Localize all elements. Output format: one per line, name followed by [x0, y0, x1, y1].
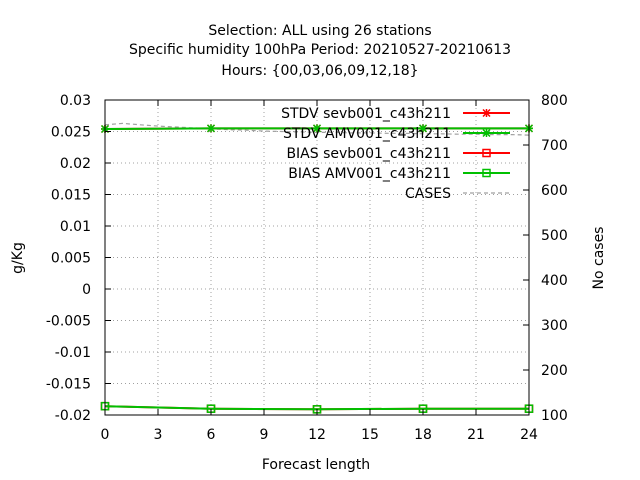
- y-tick-label: 0.005: [51, 251, 91, 267]
- chart-title-line-2: Specific humidity 100hPa Period: 2021052…: [129, 42, 511, 58]
- y-tick-label: 0.03: [60, 93, 91, 109]
- y2-tick-label: 200: [541, 363, 568, 379]
- legend-label: STDV AMV001_c43h211: [283, 126, 451, 142]
- y2-tick-label: 800: [541, 93, 568, 109]
- chart-title: Selection: ALL using 26 stations Specifi…: [129, 23, 511, 79]
- y-tick-label: 0.02: [60, 156, 91, 172]
- y-tick-label: 0.015: [51, 188, 91, 204]
- legend-marker: [482, 128, 491, 138]
- y2-tick-label: 700: [541, 138, 568, 154]
- series-line-cases: [104, 122, 530, 136]
- y-tick-label: -0.02: [55, 408, 91, 424]
- x-tick-label: 21: [467, 427, 485, 443]
- y-tick-label: -0.01: [55, 345, 91, 361]
- y2-tick-label: 300: [541, 318, 568, 334]
- x-tick-label: 9: [260, 427, 269, 443]
- legend-label: STDV sevb001_c43h211: [281, 106, 451, 122]
- x-axis-label: Forecast length: [262, 457, 370, 473]
- chart-title-line-1: Selection: ALL using 26 stations: [208, 23, 431, 39]
- y2-tick-label: 600: [541, 183, 568, 199]
- y2-tick-label: 400: [541, 273, 568, 289]
- legend-label: BIAS AMV001_c43h211: [288, 166, 451, 182]
- x-tick-label: 0: [101, 427, 110, 443]
- y2-tick-label: 100: [541, 408, 568, 424]
- legend-marker: [482, 148, 491, 158]
- y-tick-label: 0.025: [51, 125, 91, 141]
- x-tick-label: 18: [414, 427, 432, 443]
- axis-ticks: 0 3 6 9 12 15 18 21 24 0.03 0.025 0.02 0.015 0.01 0.00…: [46, 93, 568, 443]
- x-tick-label: 3: [154, 427, 163, 443]
- legend-label: BIAS sevb001_c43h211: [286, 146, 451, 162]
- data-point-stdv-amv001-c43h211: [206, 124, 216, 133]
- y-axis-label: g/Kg: [10, 242, 26, 274]
- y-tick-label: 0: [82, 282, 91, 298]
- data-point-stdv-amv001-c43h211: [418, 124, 428, 133]
- y-tick-label: -0.015: [46, 377, 91, 393]
- y2-tick-label: 500: [541, 228, 568, 244]
- x-tick-label: 12: [308, 427, 326, 443]
- series-line-bias-amv001-c43h211: [104, 405, 529, 411]
- legend-label: CASES: [405, 186, 451, 202]
- y-tick-label: 0.01: [60, 219, 91, 235]
- y2-axis-label: No cases: [591, 227, 607, 290]
- y-tick-label: -0.005: [46, 314, 91, 330]
- x-tick-label: 24: [520, 427, 538, 443]
- x-tick-label: 15: [361, 427, 379, 443]
- data-point-stdv-amv001-c43h211: [312, 124, 322, 133]
- legend-marker: [482, 108, 491, 118]
- legend: STDV sevb001_c43h211 STDV AMV001_c43h211 B…: [281, 106, 510, 202]
- x-tick-label: 6: [207, 427, 216, 443]
- legend-marker: [482, 168, 491, 178]
- chart-title-line-3: Hours: {00,03,06,09,12,18}: [221, 63, 418, 79]
